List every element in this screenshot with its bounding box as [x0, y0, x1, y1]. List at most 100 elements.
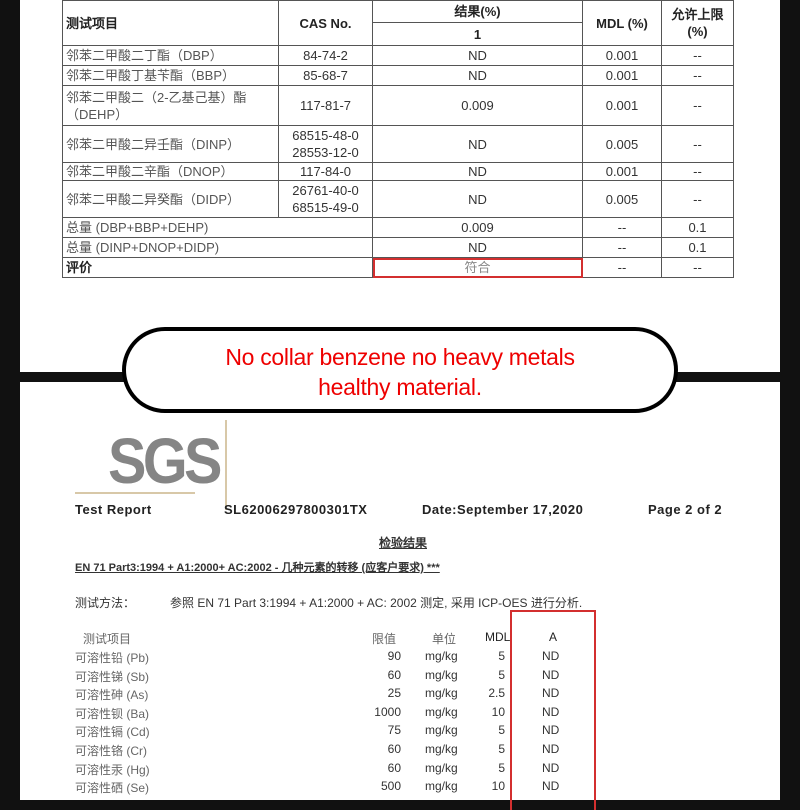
- mdl: 10: [491, 779, 505, 794]
- table-row: 邻苯二甲酸二异癸酯（DIDP） 26761-40-0 68515-49-0 ND 0.…: [62, 180, 734, 218]
- cas: 117-84-0: [278, 162, 373, 181]
- header-item: 测试项目: [83, 632, 132, 646]
- evaluation-row: 评价 符合 -- --: [62, 257, 734, 278]
- table-row: 可溶性钡 (Ba) 1000 mg/kg 10 ND: [75, 705, 595, 723]
- cas: 68515-48-0 28553-12-0: [278, 125, 373, 163]
- result: 0.009: [372, 85, 583, 126]
- result: ND: [372, 125, 583, 163]
- metal-table-header: 测试项目 限值 单位 MDL A: [75, 630, 595, 648]
- table-row: 可溶性锑 (Sb) 60 mg/kg 5 ND: [75, 668, 595, 686]
- mdl: --: [582, 237, 662, 258]
- result: 符合: [372, 257, 583, 278]
- header-result: 结果(%): [372, 0, 583, 23]
- unit: mg/kg: [425, 704, 458, 719]
- unit: mg/kg: [425, 649, 458, 663]
- sgs-logo: SGS: [108, 425, 222, 497]
- table-row: 邻苯二甲酸二辛酯（DNOP） 117-84-0 ND 0.001 --: [62, 162, 734, 181]
- unit: mg/kg: [425, 760, 458, 775]
- limit: 1000: [374, 704, 401, 719]
- header-mdl: MDL: [485, 630, 511, 644]
- header-result-sub: 1: [372, 22, 583, 46]
- mdl: 0.005: [582, 180, 662, 218]
- mdl: 0.005: [582, 125, 662, 163]
- mdl: 0.001: [582, 45, 662, 66]
- report-number: SL62006297800301TX: [224, 502, 368, 517]
- table-row: 可溶性硒 (Se) 500 mg/kg 10 ND: [75, 779, 595, 797]
- a-result: ND: [542, 649, 560, 663]
- result: ND: [372, 180, 583, 218]
- logo-line: [225, 420, 227, 510]
- mdl: --: [582, 217, 662, 238]
- limit: --: [661, 257, 734, 278]
- table-row: 可溶性镉 (Cd) 75 mg/kg 5 ND: [75, 723, 595, 741]
- mdl: 10: [491, 704, 505, 719]
- table-row: 邻苯二甲酸二异壬酯（DINP） 68515-48-0 28553-12-0 ND 0.…: [62, 125, 734, 163]
- item: 总量 (DBP+BBP+DEHP): [62, 217, 373, 238]
- result: ND: [372, 162, 583, 181]
- limit: 60: [387, 760, 401, 775]
- item: 评价: [62, 257, 373, 278]
- item: 邻苯二甲酸丁基苄酯（BBP）: [62, 65, 279, 86]
- result: ND: [372, 237, 583, 258]
- table-row: 邻苯二甲酸二丁酯（DBP） 84-74-2 ND 0.001 --: [62, 45, 734, 66]
- mdl: 5: [498, 723, 505, 738]
- limit: --: [661, 85, 734, 126]
- a-result: ND: [542, 723, 560, 738]
- item: 可溶性硒 (Se): [75, 781, 150, 796]
- table-row: 邻苯二甲酸丁基苄酯（BBP） 85-68-7 ND 0.001 --: [62, 65, 734, 86]
- cas: 26761-40-0 68515-49-0: [278, 180, 373, 218]
- header-limit: 限值: [372, 632, 397, 646]
- mdl: --: [582, 257, 662, 278]
- logo-line: [75, 492, 195, 494]
- limit: 60: [387, 667, 401, 682]
- item: 可溶性汞 (Hg): [75, 762, 150, 777]
- limit: 75: [387, 723, 401, 738]
- limit: 25: [387, 686, 401, 701]
- banner-line-2: healthy material.: [318, 374, 482, 400]
- heavy-metal-report-panel: SGS Test Report SL62006297800301TX Date:…: [20, 382, 780, 810]
- result: ND: [372, 65, 583, 86]
- unit: mg/kg: [425, 779, 458, 794]
- item: 总量 (DINP+DNOP+DIDP): [62, 237, 373, 258]
- section-title: 检验结果: [378, 536, 427, 550]
- table-row: 可溶性铬 (Cr) 60 mg/kg 5 ND: [75, 742, 595, 760]
- mdl: 2.5: [488, 686, 505, 701]
- total-row: 总量 (DBP+BBP+DEHP) 0.009 -- 0.1: [62, 217, 734, 238]
- limit: --: [661, 65, 734, 86]
- limit: 0.1: [661, 217, 734, 238]
- item: 可溶性铬 (Cr): [75, 744, 147, 758]
- unit: mg/kg: [425, 742, 458, 756]
- result: ND: [372, 45, 583, 66]
- item: 可溶性铅 (Pb): [75, 651, 150, 665]
- a-result: ND: [542, 742, 560, 756]
- mdl: 5: [498, 649, 505, 663]
- mdl: 0.001: [582, 162, 662, 181]
- result: 0.009: [372, 217, 583, 238]
- mdl: 5: [498, 760, 505, 775]
- report-date: Date:September 17,2020: [422, 502, 584, 517]
- report-page: Page 2 of 2: [648, 502, 723, 517]
- phthalate-report-panel: 测试项目 CAS No. 结果(%) MDL (%) 允许上限 (%) 1 邻苯二甲酸二…: [20, 0, 780, 372]
- header-unit: 单位: [432, 632, 457, 646]
- item: 可溶性砷 (As): [75, 688, 149, 703]
- mdl: 5: [498, 667, 505, 682]
- item: 可溶性镉 (Cd): [75, 725, 150, 740]
- limit: --: [661, 125, 734, 163]
- limit: --: [661, 162, 734, 181]
- a-result: ND: [542, 686, 560, 701]
- mdl: 0.001: [582, 85, 662, 126]
- table-row: 可溶性汞 (Hg) 60 mg/kg 5 ND: [75, 761, 595, 779]
- method-label: 测试方法：: [75, 596, 136, 610]
- a-result: ND: [542, 667, 560, 682]
- mdl: 0.001: [582, 65, 662, 86]
- standard: EN 71 Part3:1994 + A1:2000+ AC:2002 - 几种…: [75, 562, 440, 574]
- table-row: 可溶性砷 (As) 25 mg/kg 2.5 ND: [75, 686, 595, 704]
- a-result: ND: [542, 704, 560, 719]
- item: 可溶性锑 (Sb): [75, 669, 150, 684]
- header-mdl: MDL (%): [582, 0, 662, 46]
- header-item: 测试项目: [62, 0, 279, 46]
- limit: 90: [387, 649, 401, 663]
- item: 邻苯二甲酸二异癸酯（DIDP）: [62, 180, 279, 218]
- unit: mg/kg: [425, 667, 458, 682]
- method: 参照 EN 71 Part 3:1994 + A1:2000 + AC: 200…: [170, 596, 583, 610]
